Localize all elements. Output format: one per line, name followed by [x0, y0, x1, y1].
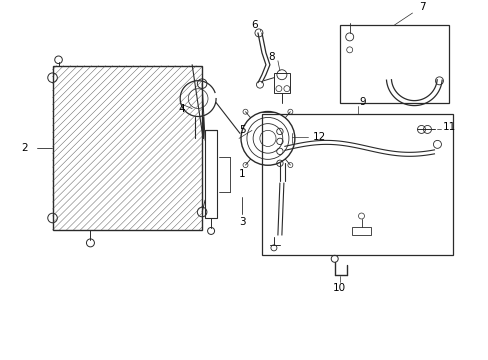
Bar — [52, 66, 202, 230]
Text: 4: 4 — [179, 104, 185, 113]
Text: 8: 8 — [268, 52, 275, 62]
Text: 5: 5 — [238, 125, 245, 135]
Text: 12: 12 — [312, 132, 326, 143]
Text: 1: 1 — [238, 169, 245, 179]
Bar — [204, 130, 217, 218]
Text: 10: 10 — [332, 283, 346, 293]
Bar — [339, 25, 448, 103]
Text: 9: 9 — [359, 96, 365, 107]
Text: 11: 11 — [442, 122, 455, 132]
Bar — [273, 73, 289, 93]
Text: 3: 3 — [238, 217, 245, 226]
Bar — [351, 227, 371, 235]
Bar — [262, 113, 452, 255]
Text: 6: 6 — [251, 20, 258, 30]
Text: 7: 7 — [418, 2, 425, 12]
Text: 2: 2 — [21, 143, 28, 153]
